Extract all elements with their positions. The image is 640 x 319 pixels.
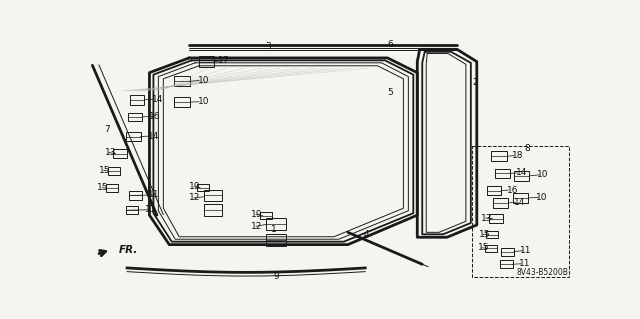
Text: 7: 7 xyxy=(104,125,109,134)
Text: 1: 1 xyxy=(271,225,276,234)
Text: 12: 12 xyxy=(251,222,262,231)
Text: 11: 11 xyxy=(519,259,531,268)
Text: 10: 10 xyxy=(198,76,209,85)
Text: 11: 11 xyxy=(145,205,156,214)
Text: 6: 6 xyxy=(388,40,393,49)
Text: 10: 10 xyxy=(538,170,549,179)
Text: 15: 15 xyxy=(479,230,490,239)
Text: 8: 8 xyxy=(524,144,530,153)
Text: FR.: FR. xyxy=(118,245,138,255)
Text: 14: 14 xyxy=(515,168,527,177)
Text: 18: 18 xyxy=(511,151,523,160)
Text: 8V43-B5200B: 8V43-B5200B xyxy=(516,268,568,277)
Text: 16: 16 xyxy=(150,112,161,121)
Text: 14: 14 xyxy=(152,95,163,104)
Text: 12: 12 xyxy=(189,193,200,203)
Text: 14: 14 xyxy=(148,131,160,141)
Text: 2: 2 xyxy=(473,78,479,87)
Text: 13: 13 xyxy=(105,148,116,157)
Text: 5: 5 xyxy=(388,88,393,97)
Text: 15: 15 xyxy=(99,166,110,175)
Text: 11: 11 xyxy=(520,246,532,255)
Text: 14: 14 xyxy=(513,198,525,207)
Text: 9: 9 xyxy=(273,272,279,281)
Text: 17: 17 xyxy=(218,56,229,65)
Text: 15: 15 xyxy=(478,243,490,252)
Text: 19: 19 xyxy=(189,182,200,191)
Text: 3: 3 xyxy=(266,42,271,51)
Text: 10: 10 xyxy=(536,193,548,202)
Text: 13: 13 xyxy=(481,214,492,223)
Text: 16: 16 xyxy=(507,186,518,195)
Text: 4: 4 xyxy=(364,230,369,239)
Text: 15: 15 xyxy=(97,183,109,192)
Text: 10: 10 xyxy=(198,97,209,106)
Text: 11: 11 xyxy=(148,190,160,199)
Text: 19: 19 xyxy=(251,210,262,219)
